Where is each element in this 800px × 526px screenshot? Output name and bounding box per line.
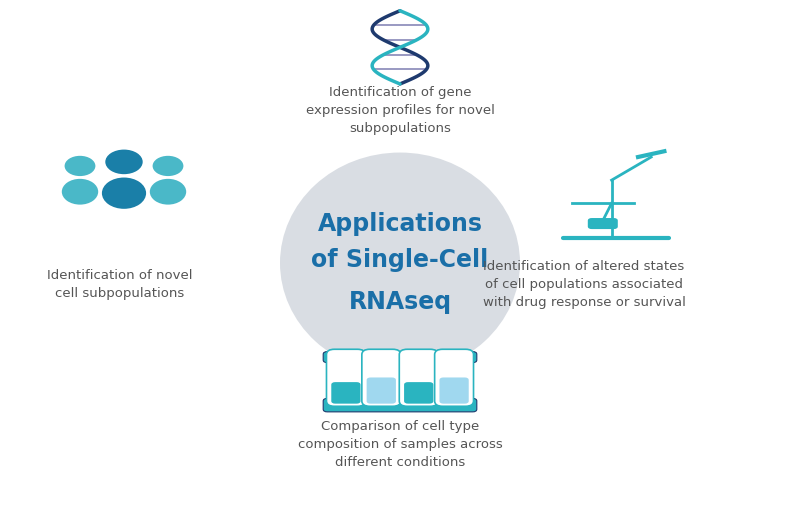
FancyBboxPatch shape [434, 349, 474, 406]
Ellipse shape [62, 179, 98, 205]
Circle shape [65, 156, 95, 176]
Text: of Single-Cell: of Single-Cell [311, 248, 489, 272]
Text: Identification of novel
cell subpopulations: Identification of novel cell subpopulati… [47, 269, 193, 299]
Ellipse shape [102, 177, 146, 209]
FancyBboxPatch shape [362, 349, 401, 406]
Text: Applications: Applications [318, 211, 482, 236]
FancyBboxPatch shape [331, 382, 361, 403]
FancyBboxPatch shape [323, 351, 477, 362]
FancyBboxPatch shape [399, 349, 438, 406]
FancyBboxPatch shape [366, 378, 396, 403]
FancyBboxPatch shape [323, 398, 477, 412]
Ellipse shape [280, 153, 520, 373]
Circle shape [153, 156, 183, 176]
FancyBboxPatch shape [404, 382, 434, 403]
FancyBboxPatch shape [588, 218, 618, 229]
Text: Comparison of cell type
composition of samples across
different conditions: Comparison of cell type composition of s… [298, 420, 502, 469]
Text: Identification of gene
expression profiles for novel
subpopulations: Identification of gene expression profil… [306, 86, 494, 135]
FancyBboxPatch shape [439, 378, 469, 403]
Circle shape [106, 149, 142, 174]
Text: Identification of altered states
of cell populations associated
with drug respon: Identification of altered states of cell… [482, 259, 686, 309]
Ellipse shape [150, 179, 186, 205]
FancyBboxPatch shape [326, 349, 366, 406]
Text: RNAseq: RNAseq [349, 290, 451, 315]
